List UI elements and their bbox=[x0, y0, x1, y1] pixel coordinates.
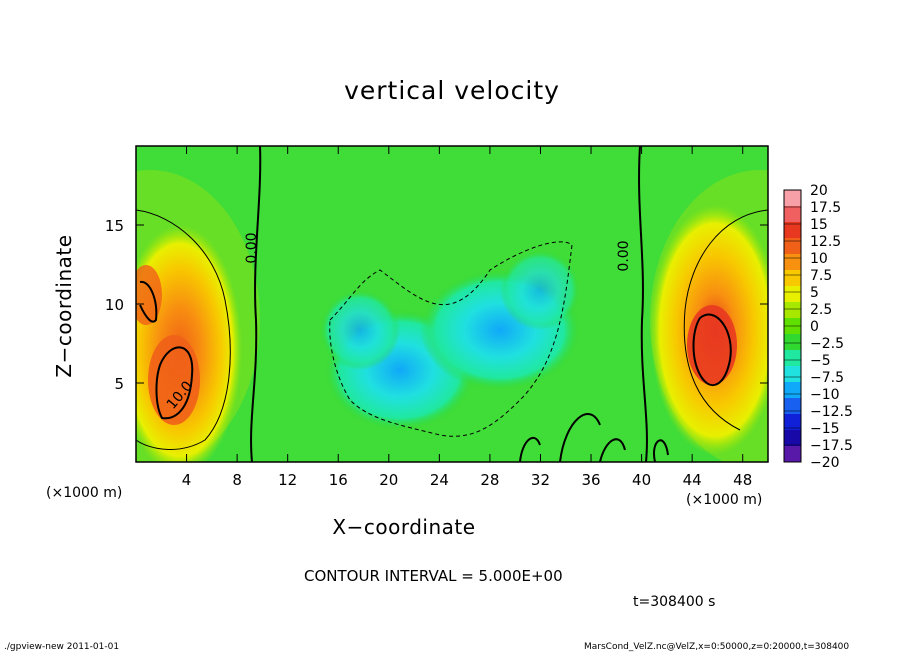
x-tick-label: 32 bbox=[531, 471, 550, 489]
contour-label: 0.00 bbox=[244, 232, 260, 263]
x-tick-label: 48 bbox=[733, 471, 752, 489]
x-tick-label: 40 bbox=[632, 471, 651, 489]
colorbar-swatch bbox=[784, 398, 801, 415]
colorbar-label: −10 bbox=[810, 387, 840, 403]
x-axis-label: X−coordinate bbox=[332, 515, 476, 539]
chart-title: vertical velocity bbox=[344, 76, 560, 105]
colorbar-swatch bbox=[784, 270, 801, 287]
footer-left-text: ./gpview-new 2011-01-01 bbox=[4, 642, 120, 652]
heatmap-field bbox=[136, 146, 768, 462]
colorbar-label: 2.5 bbox=[810, 302, 832, 318]
colorbar-label: 17.5 bbox=[810, 200, 841, 216]
colorbar-label: −2.5 bbox=[810, 336, 844, 352]
colorbar-swatch bbox=[784, 334, 801, 351]
x-tick-label: 20 bbox=[379, 471, 398, 489]
x-unit-label: (×1000 m) bbox=[46, 485, 123, 501]
footer-right-text: MarsCond_VelZ.nc@VelZ,x=0:50000,z=0:2000… bbox=[584, 642, 850, 652]
colorbar-label: −17.5 bbox=[810, 438, 853, 454]
colorbar-swatch bbox=[784, 190, 801, 207]
contour-interval-text: CONTOUR INTERVAL = 5.000E+00 bbox=[304, 567, 563, 585]
y-tick-label: 10 bbox=[105, 296, 124, 314]
x-tick-label: 24 bbox=[430, 471, 449, 489]
colorbar-swatch bbox=[784, 414, 801, 431]
colorbar-swatch bbox=[784, 446, 801, 463]
colorbar-label: 5 bbox=[810, 285, 819, 301]
x-tick-label: 44 bbox=[683, 471, 702, 489]
colorbar-label: 15 bbox=[810, 217, 828, 233]
colorbar-label: −20 bbox=[810, 455, 840, 471]
colorbar-label: −12.5 bbox=[810, 404, 853, 420]
x-tick-label: 16 bbox=[329, 471, 348, 489]
contour-label: 0.00 bbox=[616, 240, 632, 271]
colorbar-label: −7.5 bbox=[810, 370, 844, 386]
y-axis-ticks: 5 10 15 bbox=[105, 217, 768, 393]
y-tick-label: 5 bbox=[114, 375, 124, 393]
colorbar-label: 7.5 bbox=[810, 268, 832, 284]
colorbar-swatch bbox=[784, 382, 801, 399]
colorbar-label: 10 bbox=[810, 251, 828, 267]
colorbar-swatch bbox=[784, 238, 801, 255]
y-tick-label: 15 bbox=[105, 217, 124, 235]
colorbar: 2017.51512.5107.552.50−2.5−5−7.5−10−12.5… bbox=[783, 183, 853, 471]
z-unit-label: (×1000 m) bbox=[686, 492, 763, 508]
time-label: t=308400 s bbox=[633, 594, 716, 610]
colorbar-swatch bbox=[784, 350, 801, 367]
x-tick-label: 8 bbox=[232, 471, 242, 489]
colorbar-label: 0 bbox=[810, 319, 819, 335]
colorbar-label: −5 bbox=[810, 353, 831, 369]
colorbar-swatch bbox=[784, 302, 801, 319]
colorbar-swatch bbox=[784, 366, 801, 383]
colorbar-swatch bbox=[784, 254, 801, 271]
colorbar-swatch bbox=[784, 286, 801, 303]
colorbar-swatch bbox=[784, 206, 801, 223]
colorbar-label: 20 bbox=[810, 183, 828, 199]
colorbar-label: −15 bbox=[810, 421, 840, 437]
colorbar-swatch bbox=[784, 430, 801, 447]
x-axis-ticks: 4 8 12 16 20 24 28 32 36 40 44 48 bbox=[182, 146, 752, 489]
colorbar-label: 12.5 bbox=[810, 234, 841, 250]
x-tick-label: 36 bbox=[581, 471, 600, 489]
x-tick-label: 12 bbox=[278, 471, 297, 489]
x-tick-label: 4 bbox=[182, 471, 192, 489]
colorbar-swatch bbox=[784, 222, 801, 239]
x-tick-label: 28 bbox=[480, 471, 499, 489]
